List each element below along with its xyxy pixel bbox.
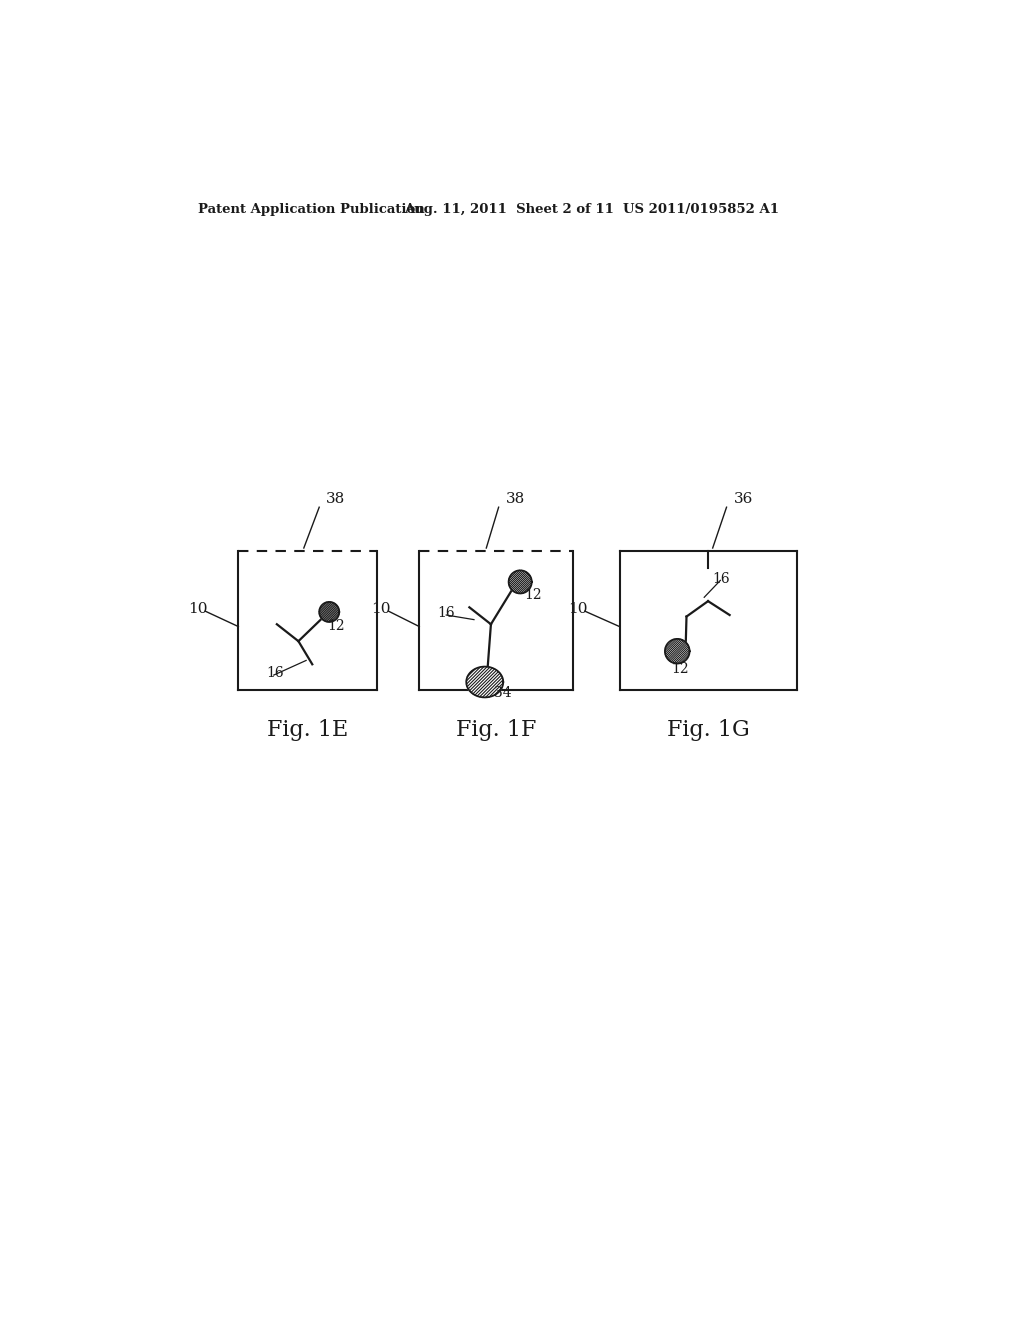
Text: Fig. 1F: Fig. 1F [456, 719, 537, 741]
Text: 12: 12 [671, 661, 689, 676]
Text: 38: 38 [506, 492, 524, 507]
Text: 38: 38 [326, 492, 345, 507]
Polygon shape [665, 639, 689, 664]
Text: Fig. 1G: Fig. 1G [667, 719, 750, 741]
Text: 10: 10 [372, 602, 391, 616]
Text: 10: 10 [568, 602, 588, 616]
Polygon shape [509, 570, 531, 594]
Text: 12: 12 [328, 619, 345, 634]
Text: 16: 16 [712, 573, 729, 586]
Text: US 2011/0195852 A1: US 2011/0195852 A1 [624, 203, 779, 216]
Text: 34: 34 [494, 686, 512, 701]
Polygon shape [319, 602, 339, 622]
Text: Patent Application Publication: Patent Application Publication [199, 203, 425, 216]
Text: 36: 36 [733, 492, 753, 507]
Text: Fig. 1E: Fig. 1E [267, 719, 348, 741]
Text: 16: 16 [437, 606, 455, 619]
Text: 10: 10 [188, 602, 208, 616]
Text: Aug. 11, 2011  Sheet 2 of 11: Aug. 11, 2011 Sheet 2 of 11 [403, 203, 613, 216]
Polygon shape [466, 667, 503, 697]
Text: 16: 16 [266, 665, 284, 680]
Text: 12: 12 [524, 587, 543, 602]
